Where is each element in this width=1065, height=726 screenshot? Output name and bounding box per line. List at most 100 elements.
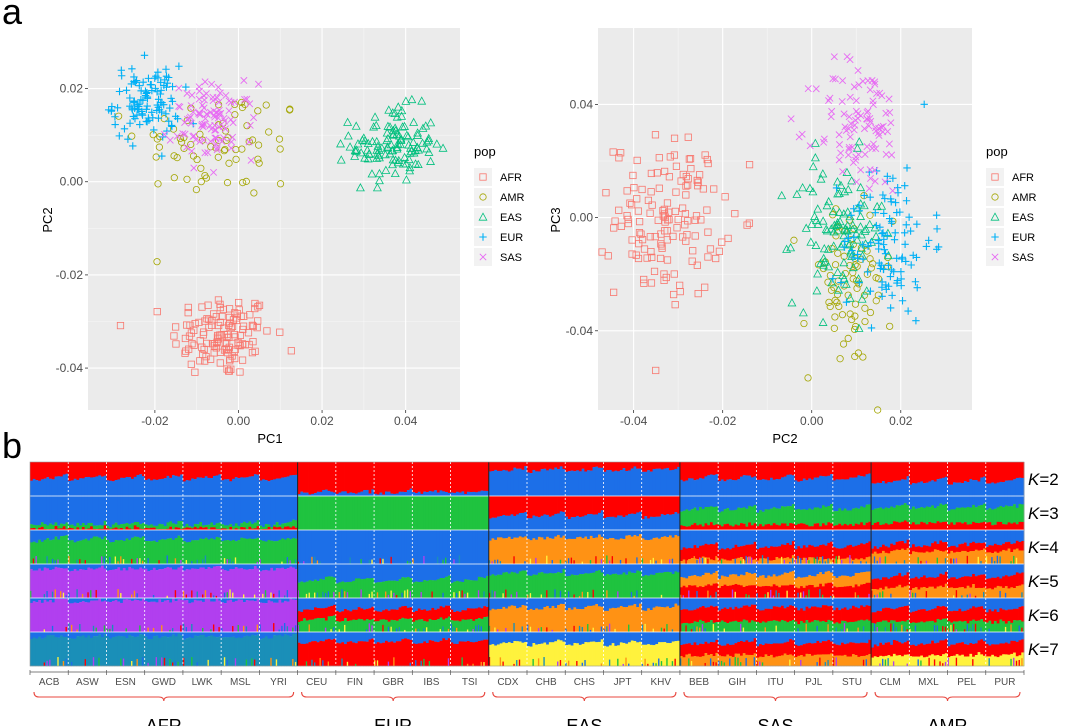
admixture-segment	[232, 564, 236, 570]
admixture-segment	[289, 527, 293, 531]
admixture-segment	[797, 530, 801, 547]
admixture-segment	[988, 462, 992, 484]
point-sas	[795, 133, 803, 141]
admixture-segment	[87, 627, 89, 632]
admixture-segment	[682, 496, 686, 511]
admixture-segment	[453, 559, 455, 564]
admixture-segment	[409, 462, 413, 489]
admixture-segment	[830, 582, 834, 599]
x-axis-title: PC1	[257, 431, 282, 446]
admixture-segment	[647, 530, 651, 541]
admixture-segment	[371, 559, 373, 564]
admixture-segment	[232, 592, 234, 598]
admixture-segment	[819, 496, 823, 509]
admixture-segment	[292, 496, 296, 520]
point-afr	[676, 281, 684, 289]
point-afr	[170, 332, 178, 340]
admixture-segment	[259, 564, 263, 572]
point-eur	[131, 114, 139, 123]
admixture-segment	[838, 479, 842, 497]
admixture-segment	[303, 564, 307, 583]
admixture-segment	[237, 598, 241, 600]
admixture-segment	[210, 496, 214, 523]
admixture-segment	[232, 462, 236, 480]
admixture-segment	[532, 496, 536, 516]
admixture-segment	[892, 544, 897, 551]
admixture-segment	[912, 462, 916, 484]
point-afr	[646, 233, 654, 241]
admixture-segment	[196, 496, 200, 525]
admixture-segment	[827, 558, 831, 565]
admixture-segment	[849, 558, 853, 565]
admixture-segment	[625, 530, 629, 536]
admixture-segment	[38, 564, 42, 569]
admixture-segment	[1015, 572, 1019, 587]
admixture-segment	[461, 590, 463, 598]
admixture-segment	[922, 564, 927, 576]
admixture-segment	[84, 602, 88, 633]
admixture-segment	[663, 536, 667, 565]
point-afr	[223, 365, 231, 373]
admixture-segment	[101, 496, 105, 526]
admixture-segment	[914, 508, 918, 525]
admixture-segment	[909, 530, 913, 548]
point-amr	[231, 100, 239, 109]
admixture-segment	[838, 462, 842, 480]
admixture-segment	[715, 591, 717, 598]
admixture-segment	[944, 571, 948, 584]
admixture-segment	[581, 564, 585, 575]
point-afr	[670, 151, 679, 159]
admixture-segment	[324, 530, 329, 565]
admixture-segment	[791, 541, 796, 556]
admixture-segment	[223, 598, 228, 604]
admixture-segment	[759, 530, 763, 548]
admixture-segment	[49, 530, 53, 541]
point-eas	[432, 139, 442, 148]
point-amr	[831, 296, 839, 304]
admixture-segment	[1002, 507, 1006, 525]
admixture-segment	[390, 530, 394, 565]
admixture-segment	[81, 598, 86, 602]
admixture-segment	[548, 516, 552, 531]
point-eur	[901, 240, 909, 249]
admixture-segment	[993, 508, 998, 525]
admixture-segment	[505, 572, 509, 599]
admixture-segment	[707, 572, 711, 585]
point-eur	[158, 152, 166, 160]
admixture-segment	[974, 462, 978, 481]
admixture-segment	[215, 523, 219, 530]
admixture-segment	[988, 483, 992, 497]
admixture-segment	[169, 530, 173, 539]
admixture-segment	[475, 496, 479, 531]
admixture-segment	[308, 564, 312, 581]
admixture-segment	[182, 462, 187, 482]
admixture-segment	[106, 480, 110, 497]
admixture-segment	[966, 481, 970, 497]
admixture-segment	[598, 467, 602, 497]
point-afr	[216, 300, 224, 308]
admixture-segment	[166, 564, 170, 568]
admixture-segment	[985, 564, 989, 579]
admixture-segment	[196, 528, 200, 531]
admixture-segment	[879, 530, 883, 548]
admixture-segment	[395, 493, 400, 497]
admixture-segment	[253, 565, 258, 599]
point-eur	[113, 104, 122, 112]
point-afr	[617, 222, 625, 230]
admixture-segment	[567, 518, 572, 531]
admixture-segment	[832, 576, 836, 587]
admixture-segment	[385, 491, 389, 497]
admixture-segment	[977, 462, 981, 482]
admixture-segment	[193, 568, 197, 599]
admixture-segment	[854, 462, 858, 478]
point-amr	[835, 302, 843, 311]
admixture-segment	[770, 560, 774, 565]
admixture-segment	[649, 462, 654, 472]
admixture-segment	[871, 496, 875, 511]
admixture-segment	[780, 574, 785, 586]
admixture-segment	[84, 570, 88, 599]
admixture-segment	[917, 524, 921, 531]
point-eur	[900, 229, 909, 237]
admixture-segment	[780, 523, 785, 531]
admixture-segment	[903, 503, 907, 521]
